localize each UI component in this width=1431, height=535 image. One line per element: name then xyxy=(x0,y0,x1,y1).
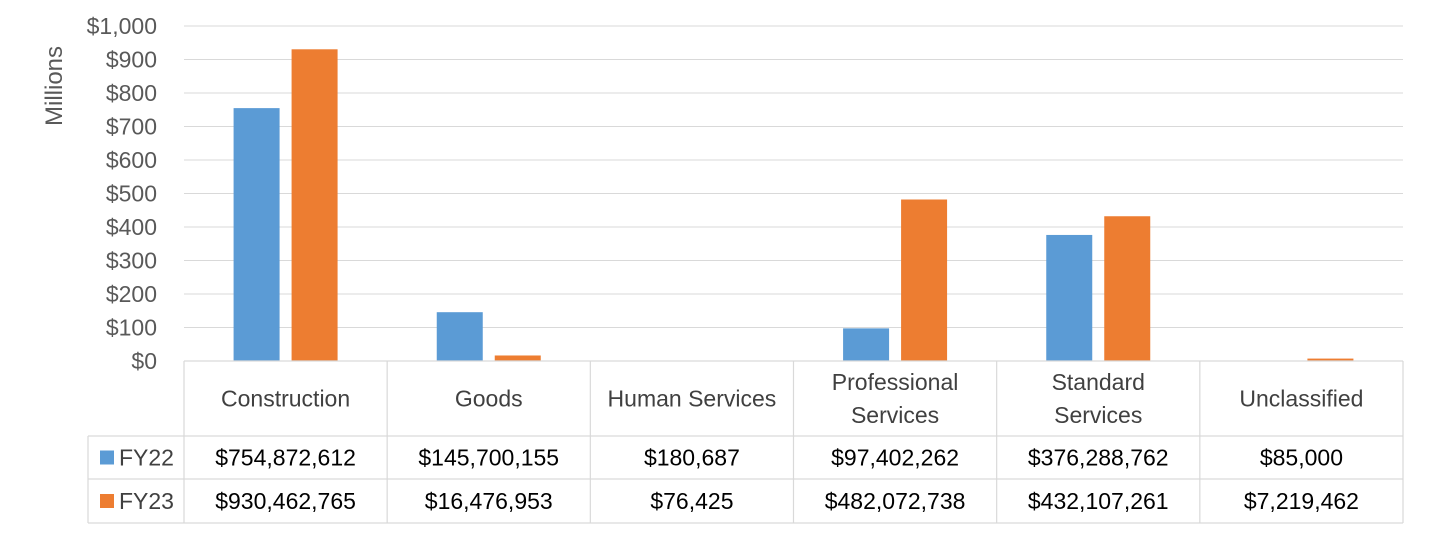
bar-fy22-3 xyxy=(843,328,890,361)
y-tick-label: $200 xyxy=(106,281,157,307)
y-tick-label: $500 xyxy=(106,181,157,207)
category-label: Goods xyxy=(455,386,523,412)
data-label: $180,687 xyxy=(644,445,740,471)
bar-fy22-1 xyxy=(436,312,483,361)
category-label: Services xyxy=(851,402,939,428)
bar-fy23-1 xyxy=(494,355,541,361)
y-tick-label: $800 xyxy=(106,80,157,106)
data-label: $432,107,261 xyxy=(1028,488,1169,514)
bar-fy22-4 xyxy=(1046,234,1093,361)
bar-fy23-0 xyxy=(291,49,338,361)
bar-fy23-3 xyxy=(901,199,948,361)
y-axis-title: Millions xyxy=(41,46,68,126)
y-tick-label: $100 xyxy=(106,315,157,341)
y-tick-label: $600 xyxy=(106,147,157,173)
bar-fy23-5 xyxy=(1307,358,1354,361)
data-label: $76,425 xyxy=(650,488,733,514)
data-label: $930,462,765 xyxy=(215,488,356,514)
y-tick-label: $700 xyxy=(106,114,157,140)
category-label: Standard xyxy=(1052,369,1145,395)
data-label: $754,872,612 xyxy=(215,445,356,471)
category-label: Professional xyxy=(832,369,959,395)
category-label: Construction xyxy=(221,386,350,412)
gridlines xyxy=(184,25,1403,328)
data-label: $16,476,953 xyxy=(425,488,553,514)
legend-swatch-fy22 xyxy=(100,450,114,465)
data-label: $97,402,262 xyxy=(831,445,959,471)
data-label: $7,219,462 xyxy=(1244,488,1359,514)
data-label: $482,072,738 xyxy=(825,488,966,514)
legend-swatch-fy23 xyxy=(100,494,114,508)
category-label: Unclassified xyxy=(1239,386,1363,412)
data-label: $85,000 xyxy=(1260,445,1343,471)
bars xyxy=(233,49,1354,361)
y-axis-ticks: $0 $100 $200 $300 $400 $500 $600 $700 $800 $900 $1… xyxy=(87,13,157,374)
y-tick-label: $0 xyxy=(131,348,157,374)
data-label: $376,288,762 xyxy=(1028,445,1169,471)
data-table: Construction Goods Human Services Professio… xyxy=(87,360,1404,524)
bar-fy22-0 xyxy=(233,108,280,361)
y-tick-label: $400 xyxy=(106,214,157,240)
bar-fy23-4 xyxy=(1104,216,1151,361)
legend-label: FY22 xyxy=(119,445,174,471)
y-tick-label: $900 xyxy=(106,47,157,73)
y-tick-label: $300 xyxy=(106,248,157,274)
legend-label: FY23 xyxy=(119,488,174,514)
category-label: Human Services xyxy=(608,386,777,412)
y-tick-label: $1,000 xyxy=(87,13,157,39)
category-label: Services xyxy=(1054,402,1142,428)
data-label: $145,700,155 xyxy=(418,445,559,471)
